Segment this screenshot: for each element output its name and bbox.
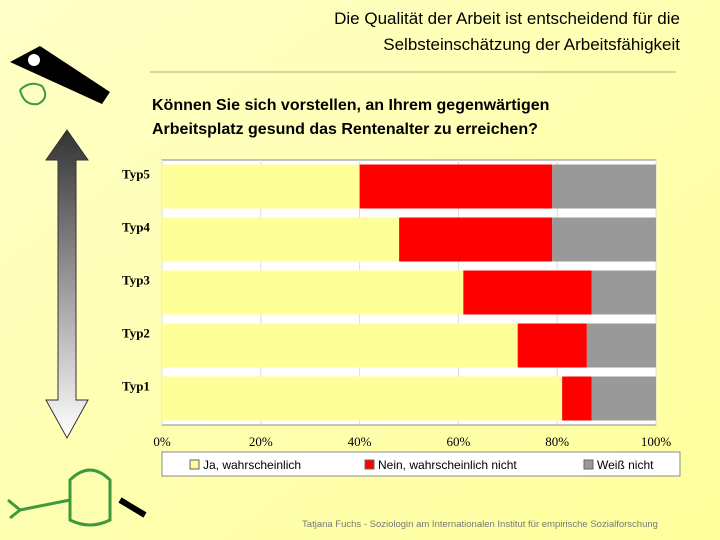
bar-segment [359,164,553,209]
subtitle-line: Arbeitsplatz gesund das Rentenalter zu e… [152,121,538,138]
x-tick-label: 40% [348,434,372,449]
bar-segment [517,323,587,368]
saw-icon [10,46,110,106]
bar-segment [399,217,553,262]
legend-swatch [189,459,200,470]
arrow [45,129,89,440]
legend-swatch [583,459,594,470]
y-tick-label: Typ3 [122,273,150,288]
bar-segment [591,270,656,315]
bar-segment [562,376,592,421]
bar-segment [552,164,656,209]
x-tick-label: 0% [153,434,171,449]
legend-label: Weiß nicht [597,458,654,472]
y-tick-label: Typ5 [122,167,150,182]
bar-segment [591,376,656,421]
bar-segment [463,270,592,315]
y-tick-label: Typ2 [122,326,150,341]
legend-swatch [364,459,375,470]
footer: Tatjana Fuchs - Soziologin am Internatio… [302,519,658,530]
legend-label: Nein, wahrscheinlich nicht [378,458,517,472]
bar-segment [162,217,400,262]
bar-segment [162,270,464,315]
legend-label: Ja, wahrscheinlich [203,458,301,472]
title-line: Selbsteinschätzung der Arbeitsfähigkeit [383,35,680,54]
title-line: Die Qualität der Arbeit ist entscheidend… [334,9,680,28]
bar-segment [162,323,518,368]
y-tick-label: Typ4 [122,220,150,235]
y-tick-label: Typ1 [122,379,150,394]
x-tick-label: 60% [446,434,470,449]
bar-segment [586,323,656,368]
x-tick-label: 80% [545,434,569,449]
watering-can-icon [7,468,147,527]
subtitle-line: Können Sie sich vorstellen, an Ihrem geg… [152,97,549,114]
bar-segment [162,164,360,209]
bar-segment [552,217,656,262]
x-tick-label: 100% [641,434,672,449]
x-tick-label: 20% [249,434,273,449]
legend [161,451,681,477]
bar-segment [162,376,563,421]
